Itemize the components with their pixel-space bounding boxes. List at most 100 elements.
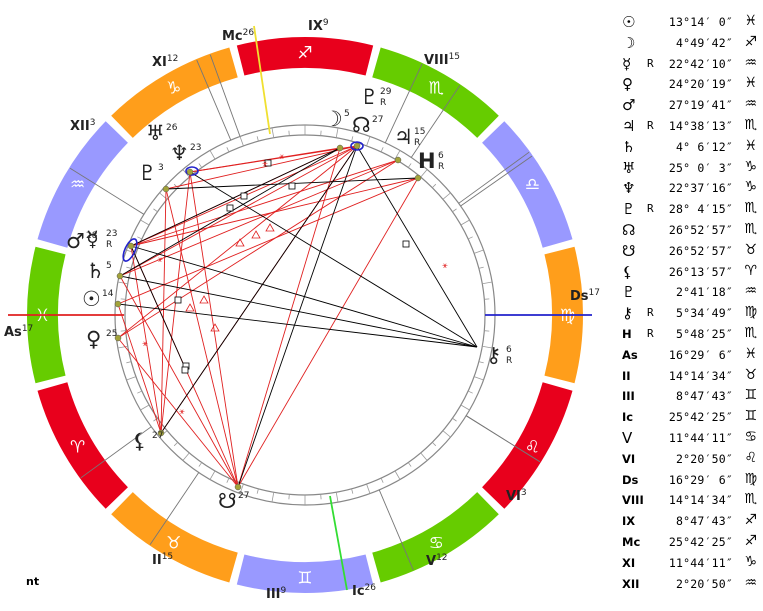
position-row-neptune: ♆ 22°37′16″ ♑ <box>622 178 757 199</box>
vesta-glyph: ♇ <box>138 161 157 185</box>
aspect-line-black <box>130 245 478 348</box>
degree-tick <box>380 477 384 483</box>
house-cusp-line <box>80 426 152 479</box>
degree-tick <box>431 183 437 189</box>
position-row-ascendant: As 16°29′ 6″ ♓ <box>622 345 757 366</box>
degree-tick <box>256 488 259 494</box>
sign-symbol: ♓ <box>744 137 757 154</box>
degree-tick <box>351 488 354 494</box>
aspect-line-black <box>160 145 358 434</box>
sign-glyph: ♈ <box>70 437 85 457</box>
position-row-house-5: V 11°44′11″ ♋ <box>622 428 757 449</box>
sign-symbol: ♐ <box>744 33 757 50</box>
position-degree: 2°20′50″ <box>676 451 733 466</box>
house-label-9: IX9 <box>308 18 329 34</box>
sign-segment <box>372 492 499 583</box>
house-label-2: II15 <box>152 552 173 568</box>
lilith-degree: 27 <box>152 431 163 441</box>
sign-symbol: ♏ <box>744 116 757 133</box>
mercury-glyph: ☿ <box>86 227 99 251</box>
position-row-moon: ☽ 4°49′42″ ♐ <box>622 33 757 54</box>
sign-symbol: ♓ <box>744 345 757 362</box>
neptune-glyph: ♆ <box>170 141 189 165</box>
position-row-mars: ♂ 27°19′41″ ♒ <box>622 95 757 116</box>
house-6-symbol: VI <box>622 451 636 466</box>
position-row-south-node: ☋ 26°52′57″ ♉ <box>622 241 757 262</box>
degree-tick <box>226 147 230 153</box>
planet-dot <box>116 272 124 280</box>
house-cusp-line <box>378 489 414 571</box>
uranus-h-symbol: H <box>622 326 632 341</box>
position-degree: 8°47′43″ <box>676 514 733 529</box>
retrograde-flag: R <box>647 56 654 70</box>
degree-tick <box>460 404 470 411</box>
house-label-mc: Mc26 <box>222 28 254 44</box>
position-degree: 26°52′57″ <box>668 222 733 237</box>
sign-segment <box>37 121 128 248</box>
degree-tick <box>126 376 136 381</box>
aspect-line-black <box>130 147 341 247</box>
sign-symbol: ♒ <box>744 574 757 591</box>
sign-glyph: ♎ <box>525 175 540 195</box>
chiron-degree: 6 <box>506 345 512 355</box>
jupiter-retrograde: R <box>414 138 420 148</box>
position-row-north-node: ☊ 26°52′57″ ♏ <box>622 220 757 241</box>
position-degree: 26°52′57″ <box>668 243 733 258</box>
mercury-symbol: ☿ <box>622 54 632 73</box>
vesta-degree: 3 <box>158 163 164 173</box>
position-degree: 11°44′11″ <box>668 555 733 570</box>
planet-dot <box>162 185 170 193</box>
mars-degree: 28 <box>86 231 98 241</box>
position-row-chiron: ⚷ R 5°34′49″ ♍ <box>622 303 757 324</box>
position-row-house-6: VI 2°20′50″ ♌ <box>622 449 757 470</box>
pluto-symbol: ♇ <box>622 200 636 219</box>
sign-segment <box>236 37 374 76</box>
position-row-house-3: III 8°47′43″ ♊ <box>622 386 757 407</box>
aspect-line-red <box>189 171 239 488</box>
position-degree: 4° 6′12″ <box>676 139 733 154</box>
sign-symbol: ♏ <box>744 220 757 237</box>
north-node-glyph: ☊ <box>352 113 371 137</box>
vesta-symbol: ♇ <box>622 283 636 302</box>
sign-segment <box>372 47 499 138</box>
aspect-square-marker <box>240 192 248 200</box>
position-degree: 22°42′10″ <box>668 56 733 71</box>
positions-table: ☉ 13°14′ 0″ ♓ ☽ 4°49′42″ ♐ ☿ R 22°42′10″ ♒ ♀ 24°20′… <box>622 12 757 594</box>
position-degree: 16°29′ 6″ <box>668 347 733 362</box>
degree-tick <box>271 492 275 503</box>
degree-tick <box>442 430 451 438</box>
sign-symbol: ♊ <box>744 387 757 404</box>
sign-symbol: ♏ <box>744 200 757 217</box>
imum-coeli-symbol: Ic <box>622 410 634 425</box>
moon-symbol: ☽ <box>622 33 636 52</box>
aspect-square-marker <box>264 159 272 167</box>
position-row-jupiter: ♃ R 14°38′13″ ♏ <box>622 116 757 137</box>
midheaven-symbol: Mc <box>622 534 641 549</box>
degree-tick <box>452 417 457 422</box>
position-degree: 2°20′50″ <box>676 576 733 591</box>
house-cusp-line <box>410 85 461 158</box>
house-label-5: V12 <box>426 553 448 569</box>
degree-tick <box>431 441 437 447</box>
sign-symbol: ♋ <box>744 428 757 445</box>
position-row-imum-coeli: Ic 25°42′25″ ♊ <box>622 407 757 428</box>
degree-tick <box>407 163 412 168</box>
sign-glyph: ♑ <box>166 79 181 99</box>
position-degree: 25°42′25″ <box>668 534 733 549</box>
house-2-symbol: II <box>622 368 631 383</box>
planet-dot <box>234 483 242 491</box>
position-degree: 24°20′19″ <box>668 77 733 92</box>
aspect-line-red <box>130 177 419 247</box>
degree-tick <box>420 169 428 178</box>
sign-symbol: ♏ <box>744 324 757 341</box>
neptune-symbol: ♆ <box>622 179 636 198</box>
planet-dot <box>394 156 402 164</box>
aspect-line-black <box>117 303 478 348</box>
position-degree: 14°38′13″ <box>668 118 733 133</box>
aspect-line-red <box>165 145 358 190</box>
sun-degree: 14 <box>102 289 114 299</box>
sign-glyph: ♍ <box>560 306 575 326</box>
aspect-line-red <box>117 177 419 305</box>
house-cusp-line <box>460 155 533 207</box>
north-node-symbol: ☊ <box>622 220 636 239</box>
